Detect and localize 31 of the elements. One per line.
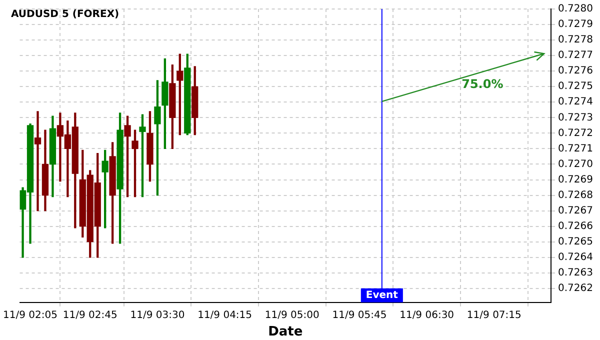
x-tick-label: 11/9 02:05 (3, 310, 58, 321)
y-tick-label: 0.7271 (558, 143, 594, 154)
x-tick-label: 11/9 07:15 (466, 310, 522, 321)
y-tick-label: 0.7265 (558, 236, 594, 248)
y-tick-label: 0.7275 (558, 81, 594, 92)
ref-line-label: Event (366, 290, 398, 301)
x-tick-label: 11/9 02:45 (62, 310, 118, 321)
y-tick-label: 0.7277 (558, 50, 594, 62)
y-tick-label: 0.7269 (558, 174, 594, 186)
x-tick-label: 11/9 05:00 (264, 310, 320, 321)
y-tick-label: 0.7279 (558, 19, 594, 30)
chart-title: AUDUSD 5 (FOREX) (11, 9, 120, 20)
y-tick-label: 0.7274 (558, 96, 594, 108)
y-tick-label: 0.7278 (558, 34, 594, 46)
y-tick-label: 0.7272 (558, 128, 594, 139)
x-tick-label: 11/9 05:45 (332, 310, 387, 321)
y-tick-label: 0.7263 (558, 268, 594, 278)
x-tick-label: 11/9 06:30 (400, 310, 454, 321)
y-tick-label: 0.7267 (558, 205, 594, 216)
y-tick-label: 0.7280 (558, 4, 594, 15)
y-tick-label: 0.7273 (558, 112, 594, 124)
y-tick-label: 0.7262 (558, 283, 594, 294)
y-tick-label: 0.7276 (558, 66, 594, 77)
x-tick-label: 11/9 04:15 (198, 310, 252, 321)
x-axis-title: Date (268, 324, 303, 340)
y-tick-label: 0.7270 (558, 158, 594, 170)
annotation: 75.0% (462, 76, 504, 91)
y-tick-label: 0.7264 (558, 252, 594, 263)
y-tick-label: 0.7268 (558, 190, 594, 201)
x-tick-label: 11/9 03:30 (130, 310, 185, 321)
y-tick-label: 0.7266 (558, 220, 594, 232)
